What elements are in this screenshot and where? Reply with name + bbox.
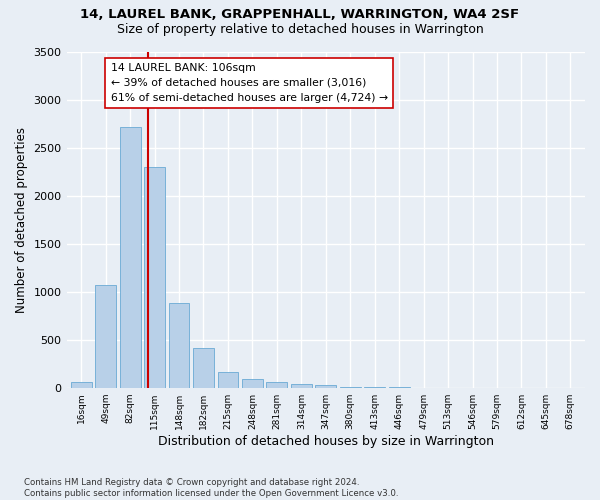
Bar <box>71 382 92 388</box>
Bar <box>266 382 287 388</box>
Bar <box>291 384 312 388</box>
Bar <box>242 379 263 388</box>
Y-axis label: Number of detached properties: Number of detached properties <box>15 126 28 312</box>
Text: 14, LAUREL BANK, GRAPPENHALL, WARRINGTON, WA4 2SF: 14, LAUREL BANK, GRAPPENHALL, WARRINGTON… <box>80 8 520 20</box>
Bar <box>340 386 361 388</box>
Bar <box>144 167 165 388</box>
Text: 14 LAUREL BANK: 106sqm
← 39% of detached houses are smaller (3,016)
61% of semi-: 14 LAUREL BANK: 106sqm ← 39% of detached… <box>110 63 388 102</box>
Bar <box>218 372 238 388</box>
X-axis label: Distribution of detached houses by size in Warrington: Distribution of detached houses by size … <box>158 434 494 448</box>
Bar <box>95 285 116 388</box>
Bar <box>193 348 214 388</box>
Text: Contains HM Land Registry data © Crown copyright and database right 2024.
Contai: Contains HM Land Registry data © Crown c… <box>24 478 398 498</box>
Bar <box>120 128 140 388</box>
Bar <box>316 386 336 388</box>
Text: Size of property relative to detached houses in Warrington: Size of property relative to detached ho… <box>116 22 484 36</box>
Bar <box>169 303 190 388</box>
